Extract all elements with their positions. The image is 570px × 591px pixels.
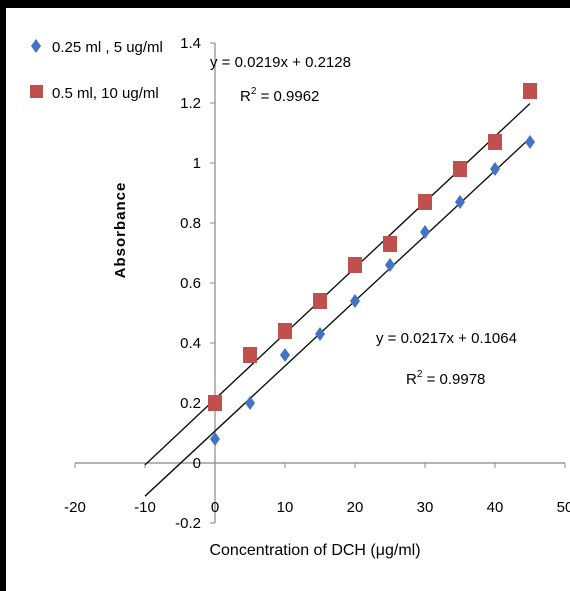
y-tick-label: 0.8	[180, 215, 201, 232]
legend: 0.25 ml , 5 ug/ml 0.5 ml, 10 ug/ml	[30, 39, 163, 102]
point-series-1	[455, 195, 465, 209]
equation-series-1: y = 0.0217x + 0.1064	[376, 330, 517, 347]
x-tick-label: 0	[211, 499, 219, 516]
y-tick-label: 1.2	[180, 95, 201, 112]
point-series-2	[488, 134, 502, 150]
y-tick-label: 1	[193, 155, 201, 172]
y-tick-label: 0	[193, 455, 201, 472]
x-tick-label: -20	[64, 499, 86, 516]
point-series-2	[243, 347, 257, 363]
x-tick-label: 50	[557, 499, 570, 516]
legend-label-series-2: 0.5 ml, 10 ug/ml	[52, 85, 159, 102]
legend-marker-square	[30, 85, 43, 98]
point-series-1	[280, 348, 290, 362]
point-series-2	[208, 395, 222, 411]
x-tick-label: 40	[487, 499, 504, 516]
y-tick-label: -0.2	[175, 515, 201, 532]
x-tick-label: -10	[134, 499, 156, 516]
trendlines	[144, 102, 531, 497]
point-series-2	[383, 236, 397, 252]
point-series-1	[210, 432, 220, 446]
x-axis-label: Concentration of DCH (μg/ml)	[209, 542, 420, 559]
trendline-series-2	[144, 102, 531, 466]
legend-marker-diamond	[31, 39, 41, 53]
point-series-2	[348, 257, 362, 273]
trendline-series-1	[144, 137, 531, 497]
axes	[74, 42, 566, 524]
y-tick-label: 1.4	[180, 35, 201, 52]
x-tick-label: 20	[347, 499, 364, 516]
y-tick-label: 0.2	[180, 395, 201, 412]
point-series-1	[350, 294, 360, 308]
point-series-2	[453, 161, 467, 177]
r2-series-1: R2 = 0.9978	[406, 369, 485, 388]
y-axis-label: Absorbance	[112, 182, 129, 279]
point-series-1	[385, 258, 395, 272]
r2-series-2: R2 = 0.9962	[240, 86, 319, 105]
point-series-2	[523, 83, 537, 99]
point-series-2	[418, 194, 432, 210]
legend-label-series-1: 0.25 ml , 5 ug/ml	[52, 39, 163, 56]
point-series-1	[420, 225, 430, 239]
data-points	[208, 83, 537, 446]
x-tick-label: 30	[417, 499, 434, 516]
point-series-1	[525, 135, 535, 149]
point-series-2	[313, 293, 327, 309]
y-tick-label: 0.6	[180, 275, 201, 292]
point-series-1	[245, 396, 255, 410]
y-tick-label: 0.4	[180, 335, 201, 352]
point-series-1	[315, 327, 325, 341]
point-series-1	[490, 162, 500, 176]
point-series-2	[278, 323, 292, 339]
x-tick-label: 10	[277, 499, 294, 516]
equation-series-2: y = 0.0219x + 0.2128	[210, 54, 351, 71]
tick-labels: -20 -10 0 10 20 30 40 50 -0.2 0 0.2 0.4 0.6 0.8 1 1.2 1.…	[64, 35, 570, 532]
